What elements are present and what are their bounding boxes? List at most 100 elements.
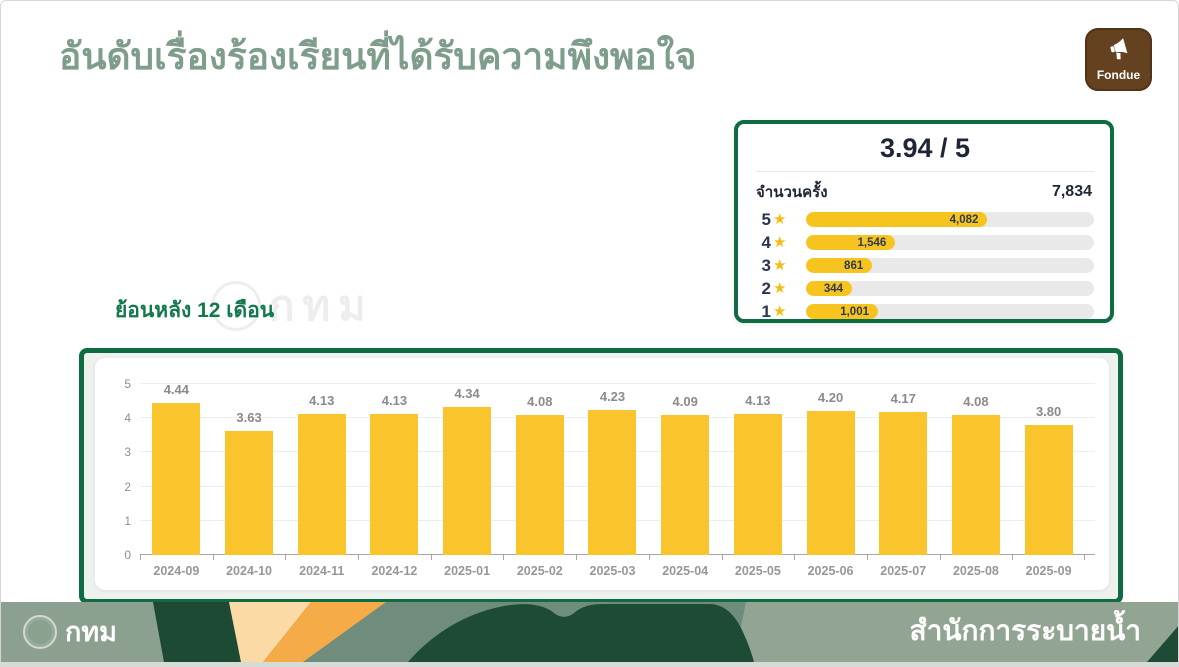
rating-count-label: จำนวนครั้ง [756,184,828,201]
x-axis-tick-label: 2024-12 [371,564,418,578]
chart-column: 3.80 2025-09 [1012,384,1085,578]
bar-value-label: 4.08 [527,394,553,410]
rating-count-row: จำนวนครั้ง 7,834 [756,180,1092,204]
bar-2025-09 [1024,425,1073,555]
x-axis-tick [140,555,141,560]
rating-distribution: 5 ★ 4,082 4 ★ 1,546 3 ★ 861 2 ★ 344 1 ★ 1,001 [756,211,1094,320]
rating-bar-track: 861 [806,258,1094,273]
x-axis-tick-label: 2025-02 [516,564,563,578]
rating-row: 3 ★ 861 [756,257,1094,274]
bar-2025-06 [806,411,855,555]
bar-2024-09 [152,403,201,555]
x-axis-tick-label: 2024-10 [226,564,272,578]
fondue-logo-badge: Fondue [1085,28,1152,91]
fondue-logo-label: Fondue [1096,68,1141,82]
star-icon: ★ [773,303,787,320]
y-axis-tick-label: 4 [124,411,131,426]
y-axis-tick-label: 1 [124,513,131,528]
x-axis-tick-label: 2025-07 [880,564,927,578]
x-axis-tick [866,555,868,560]
window-bottom-edge [1,662,1178,666]
rating-row: 5 ★ 4,082 [756,211,1094,228]
monthly-rating-chart-frame: 0 1 2 3 4 5 4.44 2024-09 3.63 2024-10 4.13 2024-11 4… [79,348,1123,604]
x-axis-tick-label: 2025-08 [952,564,999,578]
rating-bar-track: 1,546 [806,235,1094,250]
chart-column: 4.34 2025-01 [430,384,504,578]
bar-value-label: 4.34 [454,385,480,401]
page-title: อันดับเรื่องร้องเรียนที่ได้รับความพึงพอใ… [59,36,697,77]
x-axis-tick [430,555,432,560]
x-axis-tick [1084,555,1085,560]
bar-value-label: 4.13 [309,392,335,408]
rating-bar-fill: 4,082 [806,212,988,227]
rating-score: 3.94 / 5 [756,129,1094,172]
monthly-rating-chart: 0 1 2 3 4 5 4.44 2024-09 3.63 2024-10 4.13 2024-11 4… [95,358,1109,590]
x-axis-tick [721,555,723,560]
chart-column: 4.08 2025-02 [503,384,576,578]
x-axis-tick [794,555,796,560]
bma-seal-icon [23,615,57,649]
bar-2025-04 [661,415,710,555]
star-count-label: 4 [761,233,771,252]
x-axis-tick [503,555,505,560]
rating-bar-track: 344 [806,281,1094,296]
bar-value-label: 4.13 [381,392,408,408]
rating-row: 4 ★ 1,546 [756,234,1094,251]
x-axis-tick [212,555,214,560]
footer-org: กทม [23,615,117,649]
bar-value-label: 4.09 [672,394,698,410]
chart-column: 4.17 2025-07 [866,384,940,578]
bar-value-label: 3.63 [236,409,262,425]
bar-value-label: 3.80 [1035,404,1062,420]
x-axis-tick-label: 2025-04 [662,564,709,578]
star-count-label: 5 [761,210,771,229]
y-axis-tick-label: 2 [124,479,131,494]
chart-column: 4.23 2025-03 [576,384,649,578]
bar-2025-02 [515,415,564,555]
bar-2025-07 [879,412,928,555]
chart-column: 4.08 2025-08 [939,384,1013,578]
bar-2025-01 [443,406,492,555]
rating-bar-fill: 1,001 [806,304,878,319]
x-axis-tick-label: 2025-09 [1025,564,1072,578]
star-icon: ★ [773,234,787,251]
x-axis-tick-label: 2024-09 [153,564,200,578]
star-icon: ★ [773,211,787,228]
x-axis-tick [648,555,650,560]
bar-value-label: 4.20 [817,390,844,406]
bar-value-label: 4.17 [890,391,916,407]
star-icon: ★ [773,280,787,297]
rating-bar-track: 1,001 [806,304,1094,319]
bar-2025-03 [588,410,637,555]
bar-value-label: 4.08 [963,394,989,410]
chart-plot-area: 0 1 2 3 4 5 4.44 2024-09 3.63 2024-10 4.13 2024-11 4… [124,377,1095,578]
bma-watermark-text: กทม [269,282,374,329]
chart-columns: 4.44 2024-09 3.63 2024-10 4.13 2024-11 4.13 202… [140,382,1085,578]
x-axis-tick-label: 2025-06 [807,564,854,578]
chart-section-label: ย้อนหลัง 12 เดือน [115,299,275,322]
y-axis-tick-label: 3 [124,445,131,460]
bar-2025-08 [951,415,1000,555]
chart-column: 4.20 2025-06 [794,384,867,578]
x-axis-tick [576,555,578,560]
x-axis-tick [358,555,360,560]
bar-2024-12 [370,413,419,555]
bar-value-label: 4.13 [745,392,771,408]
star-count-label: 3 [761,256,771,275]
x-axis-tick [285,555,287,560]
bar-2024-10 [225,430,274,555]
bar-value-label: 4.23 [599,389,626,405]
footer-department-label: สำนักการระบายน้ำ [909,615,1141,647]
star-count-label: 1 [761,302,771,321]
bar-value-label: 4.44 [163,382,189,398]
bar-2025-05 [733,413,782,555]
chart-column: 4.13 2024-11 [285,384,358,578]
chart-column: 4.13 2025-05 [721,384,795,578]
y-axis-tick-label: 5 [124,377,131,391]
footer-org-label: กทม [65,616,117,647]
rating-row: 1 ★ 1,001 [756,303,1094,320]
rating-summary-card: 3.94 / 5 จำนวนครั้ง 7,834 5 ★ 4,082 4 ★ 1,546… [734,120,1114,323]
bar-2024-11 [297,413,346,555]
rating-bar-track: 4,082 [806,212,1094,227]
